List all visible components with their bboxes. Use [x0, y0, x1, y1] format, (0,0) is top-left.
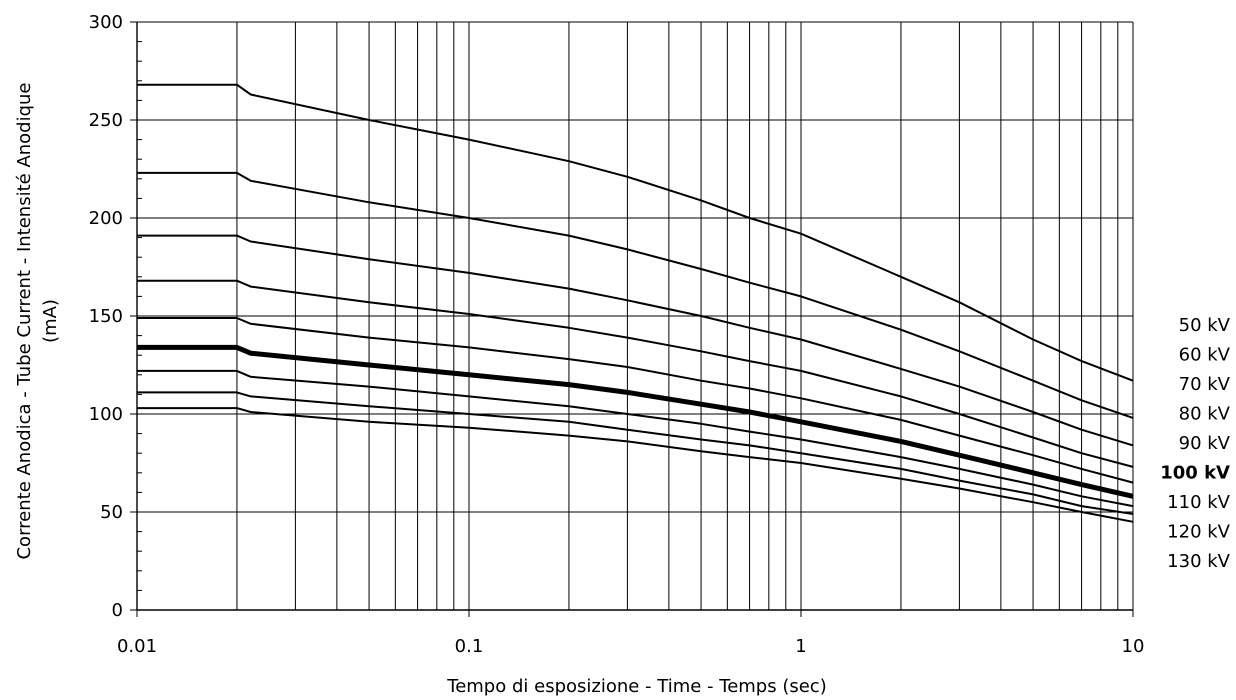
- legend: 50 kV 60 kV 70 kV 80 kV 90 kV 100 kV 110 kV 120…: [1160, 315, 1230, 572]
- y-tick-label: 250: [89, 110, 123, 131]
- series-line-100-kv: [137, 344, 1134, 499]
- y-tick-label: 150: [89, 306, 123, 327]
- legend-label: 80 kV: [1179, 404, 1231, 425]
- legend-label: 90 kV: [1179, 433, 1231, 454]
- y-tick-label: 300: [89, 12, 123, 33]
- y-axis-title-line-1: Corrente Anodica - Tube Current - Intens…: [14, 82, 35, 559]
- grid: [137, 21, 1134, 610]
- y-tick-label: 50: [100, 502, 123, 523]
- series-line-70-kv: [137, 234, 1134, 447]
- legend-label: 50 kV: [1179, 315, 1231, 336]
- series-line-80-kv: [137, 279, 1134, 468]
- series-line-110-kv: [137, 369, 1134, 508]
- legend-label: 130 kV: [1167, 551, 1231, 572]
- y-tick-label: 200: [89, 208, 123, 229]
- y-tick-label: 0: [112, 600, 123, 621]
- x-tick-label: 0.1: [455, 636, 484, 657]
- x-tick-label: 1: [795, 636, 806, 657]
- x-tick-label: 0.01: [117, 636, 157, 657]
- legend-label: 70 kV: [1179, 374, 1231, 395]
- legend-label: 120 kV: [1167, 522, 1231, 543]
- x-axis-title: Tempo di esposizione - Time - Temps (sec…: [446, 676, 826, 697]
- series-line-90-kv: [137, 317, 1134, 484]
- y-axis-title: Corrente Anodica - Tube Current - Intens…: [14, 82, 61, 559]
- y-tick-label: 100: [89, 404, 123, 425]
- x-tick-label: 10: [1122, 636, 1145, 657]
- legend-label: 60 kV: [1179, 345, 1231, 366]
- series-line-50-kv: [137, 83, 1134, 382]
- series-line-130-kv: [137, 407, 1134, 523]
- series-lines: [137, 83, 1134, 523]
- legend-label: 110 kV: [1167, 492, 1231, 513]
- y-axis-title-line-2: (mA): [40, 299, 61, 343]
- legend-label: 100 kV: [1160, 463, 1230, 484]
- series-line-60-kv: [137, 171, 1134, 419]
- axes: [130, 21, 1134, 617]
- tick-labels: 0 50 100 150 200 250 300 0.01 0.1 1 10: [89, 12, 1145, 657]
- series-line-120-kv: [137, 391, 1134, 515]
